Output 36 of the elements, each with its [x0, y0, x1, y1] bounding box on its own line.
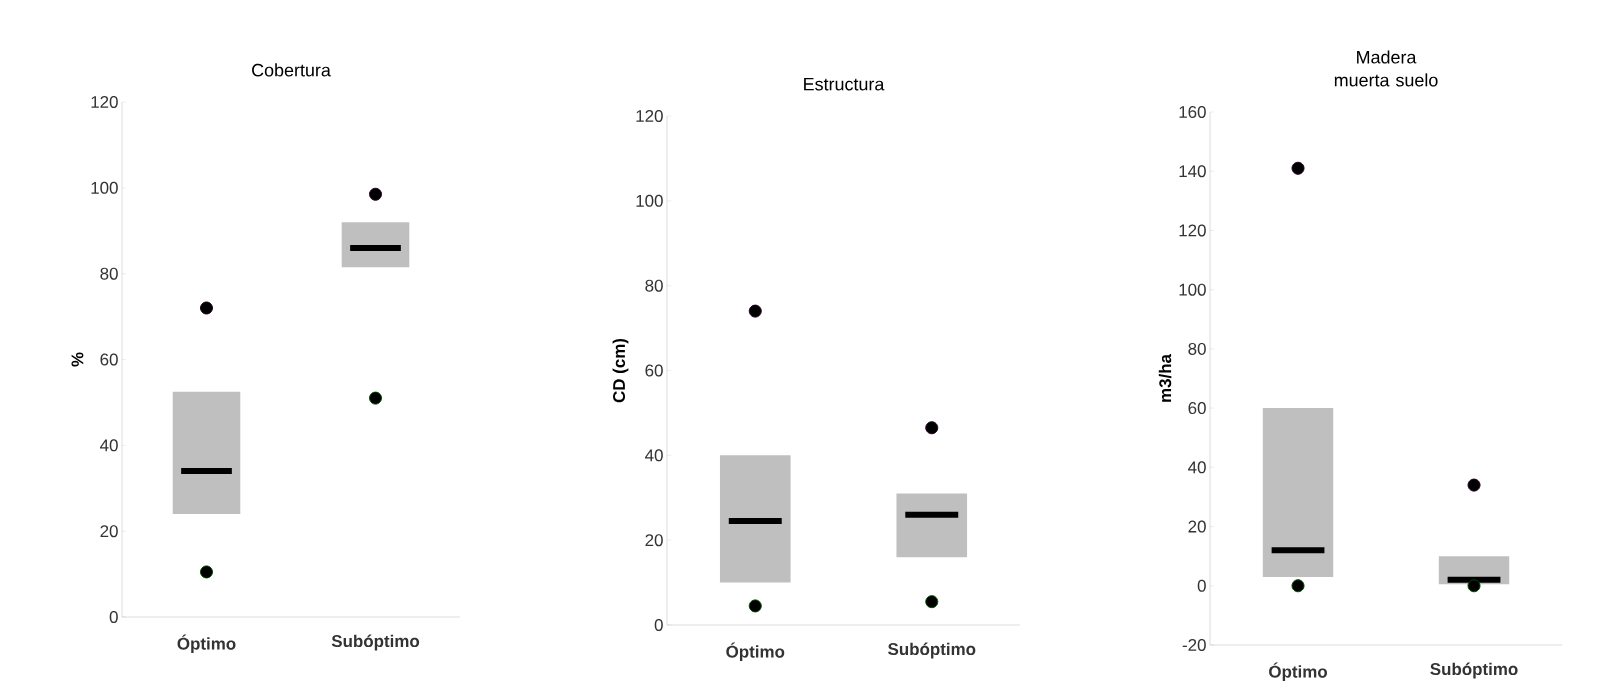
y-tick-label: 80	[645, 279, 663, 292]
y-tick-label: 60	[645, 364, 663, 377]
y-axis-title: m3/ha	[1158, 353, 1172, 402]
y-tick-label: 120	[1179, 224, 1206, 237]
y-tick-label: 140	[1179, 165, 1206, 178]
y-tick-label: 120	[91, 95, 118, 108]
x-tick-label: Subóptimo	[1430, 662, 1518, 679]
y-tick-label: 40	[645, 449, 663, 462]
y-tick-label: 0	[109, 611, 118, 623]
y-tick-label: 40	[100, 439, 118, 452]
y-tick-label: 20	[1188, 520, 1206, 533]
y-tick-label: -20	[1182, 639, 1206, 651]
y-tick-label: 0	[654, 619, 663, 631]
chart-title: Estructura	[804, 77, 885, 91]
y-tick-label: 60	[1188, 402, 1206, 415]
y-tick-label: 160	[1179, 105, 1206, 118]
y-tick-label: 100	[91, 181, 118, 194]
x-tick-label: Óptimo	[177, 634, 236, 654]
y-tick-label: 100	[636, 194, 663, 207]
y-tick-label: 100	[1179, 283, 1206, 296]
y-tick-label: 40	[1188, 461, 1206, 474]
y-tick-label: 20	[100, 525, 118, 538]
x-tick-label: Óptimo	[726, 642, 785, 662]
y-tick-label: 80	[1188, 342, 1206, 355]
x-tick-label: Subóptimo	[331, 634, 420, 651]
y-tick-label: 80	[100, 267, 118, 280]
y-tick-label: 120	[636, 109, 663, 122]
chart-title: Madera muerta suelo	[1334, 50, 1438, 87]
y-axis-title: CD (cm)	[612, 338, 629, 403]
x-tick-label: Subóptimo	[888, 642, 976, 659]
y-tick-label: 0	[1197, 579, 1206, 592]
y-tick-label: 20	[645, 534, 663, 547]
x-tick-label: Óptimo	[1269, 662, 1327, 682]
y-tick-label: 60	[100, 353, 118, 366]
y-axis-title: %	[71, 352, 84, 367]
chart-title: Cobertura	[252, 63, 331, 77]
